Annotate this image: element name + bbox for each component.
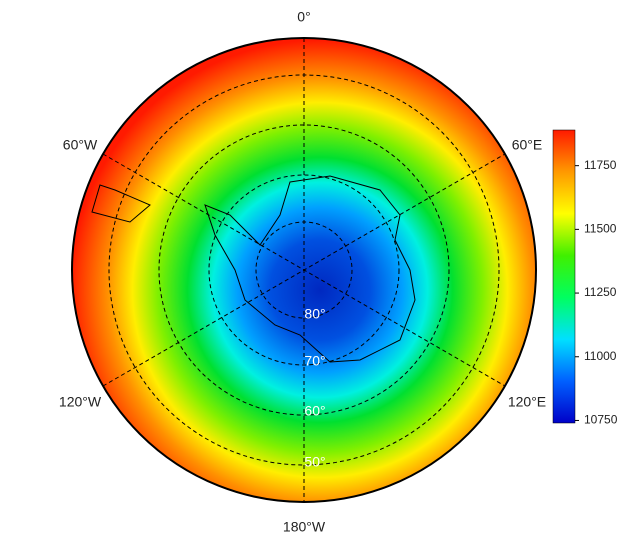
latitude-label: 60° xyxy=(304,403,325,419)
longitude-label: 120°W xyxy=(59,394,102,410)
colorbar-tick-label: 11000 xyxy=(584,349,617,363)
latitude-label: 80° xyxy=(304,306,325,322)
longitude-label: 120°E xyxy=(508,394,546,410)
latitude-label: 70° xyxy=(304,353,325,369)
longitude-label: 180°W xyxy=(283,519,326,535)
colorbar xyxy=(552,129,576,424)
longitude-label: 60°W xyxy=(63,137,98,153)
longitude-label: 60°E xyxy=(512,137,543,153)
latitude-label: 50° xyxy=(304,454,325,470)
coastline xyxy=(91,184,151,223)
colorbar-tick-label: 10750 xyxy=(584,413,618,427)
graticule xyxy=(102,38,506,502)
colorbar-tick-label: 11500 xyxy=(584,222,617,236)
colorbar-tick-label: 11750 xyxy=(584,158,617,172)
longitude-label: 0° xyxy=(297,9,310,25)
colorbar-tick-label: 11250 xyxy=(584,285,617,299)
coastline xyxy=(204,175,416,363)
